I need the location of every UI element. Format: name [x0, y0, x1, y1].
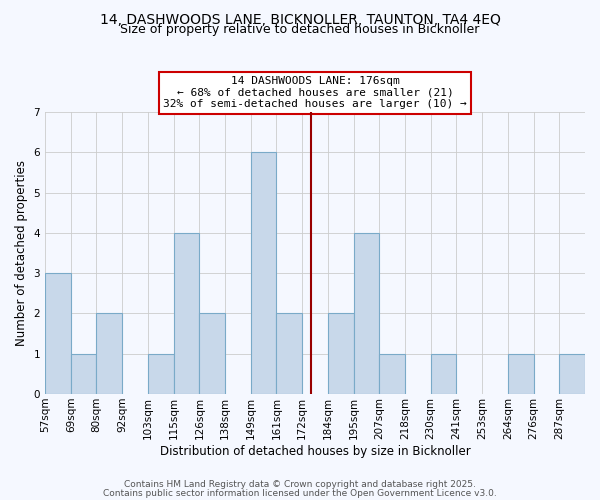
Bar [148, 354, 173, 394]
Y-axis label: Number of detached properties: Number of detached properties [15, 160, 28, 346]
Text: 14 DASHWOODS LANE: 176sqm
← 68% of detached houses are smaller (21)
32% of semi-: 14 DASHWOODS LANE: 176sqm ← 68% of detac… [163, 76, 467, 109]
Bar [379, 354, 405, 394]
Bar [173, 233, 199, 394]
Bar [199, 314, 225, 394]
Text: Contains HM Land Registry data © Crown copyright and database right 2025.: Contains HM Land Registry data © Crown c… [124, 480, 476, 489]
Bar [251, 152, 277, 394]
X-axis label: Distribution of detached houses by size in Bicknoller: Distribution of detached houses by size … [160, 444, 470, 458]
Bar [328, 314, 353, 394]
Bar [45, 273, 71, 394]
Text: Size of property relative to detached houses in Bicknoller: Size of property relative to detached ho… [121, 22, 479, 36]
Bar [97, 314, 122, 394]
Bar [71, 354, 97, 394]
Bar [353, 233, 379, 394]
Text: Contains public sector information licensed under the Open Government Licence v3: Contains public sector information licen… [103, 488, 497, 498]
Bar [559, 354, 585, 394]
Bar [431, 354, 457, 394]
Text: 14, DASHWOODS LANE, BICKNOLLER, TAUNTON, TA4 4EQ: 14, DASHWOODS LANE, BICKNOLLER, TAUNTON,… [100, 12, 500, 26]
Bar [277, 314, 302, 394]
Bar [508, 354, 533, 394]
